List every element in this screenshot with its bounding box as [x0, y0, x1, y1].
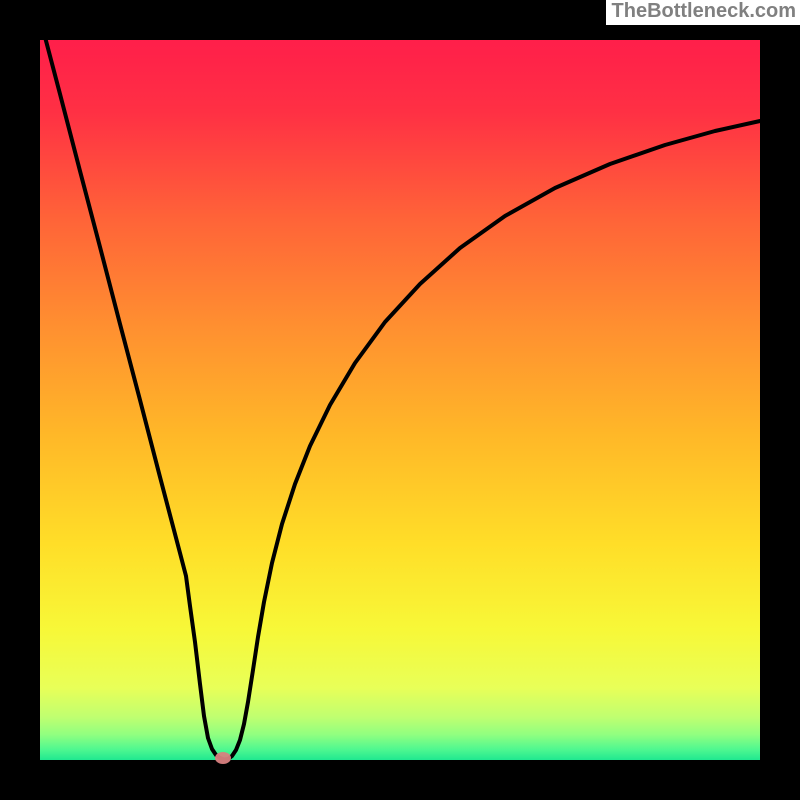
- watermark-label: TheBottleneck.com: [606, 0, 800, 25]
- chart-container: TheBottleneck.com: [0, 0, 800, 800]
- optimal-point-marker: [215, 752, 231, 764]
- chart-svg: [0, 0, 800, 800]
